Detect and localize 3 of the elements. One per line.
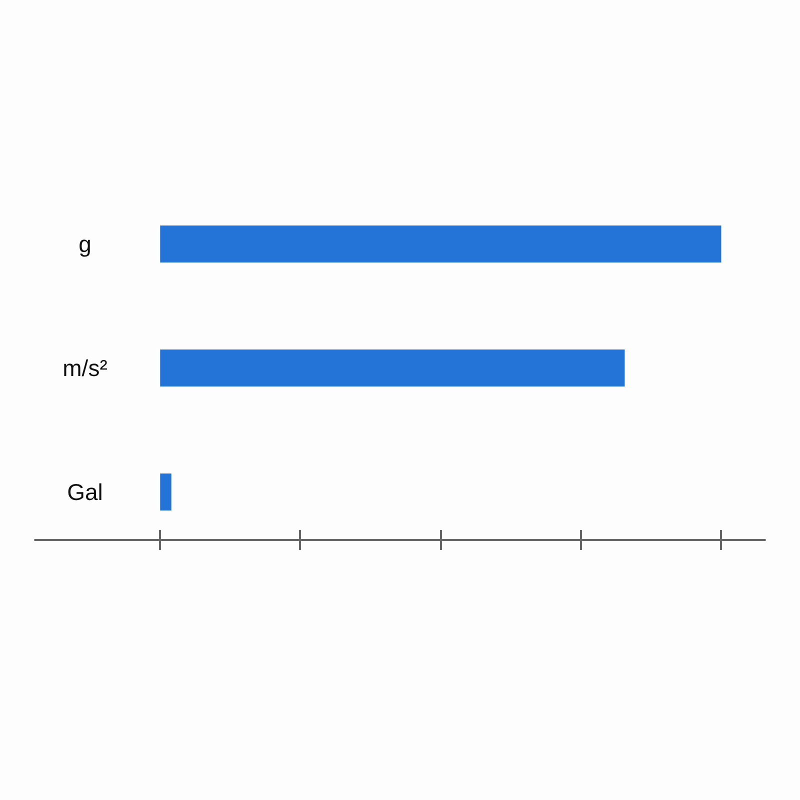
- y-tick-label: m/s²: [62, 355, 108, 381]
- y-tick-label: Gal: [67, 479, 103, 505]
- y-tick-label: g: [78, 231, 92, 257]
